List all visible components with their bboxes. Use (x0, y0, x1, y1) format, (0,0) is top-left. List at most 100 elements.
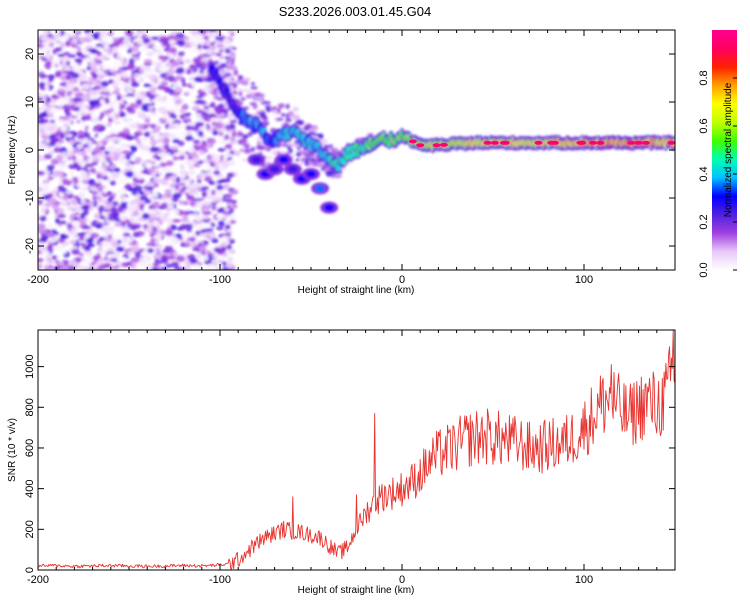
scatter-cell (238, 75, 244, 80)
scatter-cell (250, 81, 256, 86)
noise-cell (178, 199, 184, 206)
noise-cell (57, 184, 65, 192)
scatter-cell (236, 130, 243, 137)
noise-cell (131, 45, 139, 52)
snr-y-tick-label: 400 (24, 479, 36, 497)
noise-cell (223, 207, 230, 213)
scatter-cell (212, 88, 218, 92)
noise-cell (96, 46, 103, 51)
noise-cell (134, 251, 141, 258)
noise-cell (180, 242, 186, 248)
noise-cell (185, 58, 192, 64)
colorbar: 0.0 0.2 0.4 0.6 0.8 Normalized spectral ampl… (698, 30, 737, 278)
scatter-cell (309, 157, 316, 163)
colorbar-tick-label: 0.4 (698, 166, 710, 181)
noise-cell (147, 248, 154, 254)
scatter-cell (234, 150, 241, 157)
noise-cell (154, 125, 162, 131)
noise-cell (38, 234, 41, 240)
noise-cell (93, 86, 102, 90)
noise-cell (92, 74, 98, 80)
noise-cell (84, 146, 93, 154)
noise-cell (108, 30, 115, 34)
noise-cell (124, 232, 130, 237)
noise-cell (151, 61, 157, 66)
noise-cell (40, 207, 47, 214)
spectrogram-xlabel: Height of straight line (km) (298, 285, 415, 296)
noise-cell (112, 200, 119, 206)
noise-cell (47, 244, 53, 252)
scatter-cell (255, 144, 264, 151)
scatter-cell (300, 157, 306, 163)
noise-cell (54, 259, 60, 264)
noise-cell (91, 139, 97, 145)
noise-cell (120, 45, 129, 52)
noise-cell (112, 32, 118, 39)
noise-cell (164, 211, 171, 217)
noise-cell (80, 160, 87, 166)
noise-cell (61, 151, 70, 158)
noise-cell (174, 110, 180, 115)
noise-cell (54, 143, 61, 148)
scatter-cell (331, 147, 339, 153)
noise-cell (224, 143, 233, 150)
noise-cell (194, 62, 203, 69)
noise-cell (204, 228, 214, 232)
noise-cell (107, 196, 113, 203)
noise-cell (134, 157, 142, 164)
noise-cell (97, 152, 106, 158)
ridge-peak (432, 143, 441, 148)
noise-cell (122, 37, 131, 45)
noise-cell (196, 117, 205, 123)
scatter-cell (203, 105, 210, 110)
noise-cell (96, 173, 103, 179)
snr-y-tick-label: 600 (24, 439, 36, 457)
noise-cell (122, 85, 131, 91)
noise-cell (50, 179, 59, 186)
scatter-cell (220, 62, 227, 68)
noise-cell (172, 82, 180, 89)
scatter-cell (225, 72, 232, 77)
scatter-cell (227, 112, 234, 118)
noise-cell (163, 143, 170, 151)
noise-cell (38, 182, 44, 189)
noise-cell (176, 255, 186, 263)
scatter-cell (254, 92, 262, 97)
noise-cell (57, 213, 67, 219)
noise-cell (39, 165, 47, 171)
noise-cell (138, 30, 145, 34)
noise-cell (224, 67, 232, 75)
noise-cell (43, 182, 50, 189)
noise-cell (114, 87, 121, 92)
spectrogram-x-tick-label: 100 (575, 274, 593, 286)
noise-cell (157, 55, 166, 60)
noise-cell (225, 255, 234, 261)
noise-cell (49, 210, 55, 216)
noise-cell (87, 127, 93, 134)
noise-cell (112, 253, 118, 259)
noise-cell (127, 251, 134, 257)
noise-cell (166, 69, 176, 75)
noise-cell (172, 192, 182, 199)
noise-cell (85, 114, 92, 121)
noise-cell (185, 188, 190, 193)
noise-cell (101, 225, 109, 233)
noise-cell (73, 68, 83, 72)
noise-cell (102, 187, 108, 194)
noise-cell (66, 57, 74, 62)
noise-cell (121, 149, 131, 155)
spectrogram-y-tick-label: 0 (24, 147, 36, 153)
noise-cell (188, 241, 195, 248)
noise-cell (214, 190, 223, 196)
noise-cell (187, 196, 195, 201)
noise-cell (199, 197, 206, 201)
noise-cell (209, 160, 215, 166)
noise-cell (139, 195, 148, 201)
noise-cell (108, 68, 118, 73)
noise-cell (152, 154, 159, 159)
noise-cell (106, 87, 114, 92)
scatter-cell (219, 54, 224, 60)
spectrogram-x-tick-label: -100 (209, 274, 231, 286)
noise-cell (78, 252, 85, 257)
noise-cell (170, 112, 177, 120)
